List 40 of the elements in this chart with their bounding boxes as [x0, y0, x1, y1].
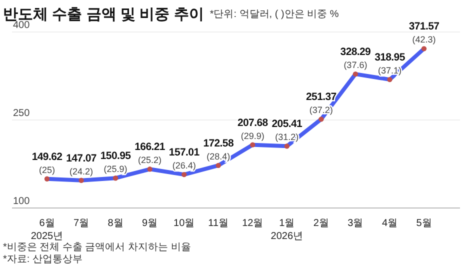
data-label: 172.58 [203, 137, 234, 150]
data-label: 149.62 [32, 150, 63, 163]
data-label: 205.41 [272, 118, 303, 130]
text: *비중은 전체 수출 금액에서 차지하는 비율 [3, 242, 191, 253]
y-tick-label: 400 [13, 20, 30, 31]
data-label: 166.21 [134, 141, 166, 154]
x-tick-label: 4월 [382, 218, 398, 229]
x-tick-label: 3월 [348, 218, 364, 229]
text: *자료: 산업통상부 [3, 254, 82, 264]
x-tick-label: 6월 2025년 [30, 218, 64, 242]
annotation: (25) [38, 164, 56, 175]
y-tick-label: 100 [13, 196, 30, 207]
x-tick-label: 5월 [416, 218, 432, 229]
data-label: 207.68 [237, 116, 268, 129]
x-tick-label: 10월 [174, 218, 195, 229]
x-tick-label: 12월 [242, 218, 264, 229]
data-label: 147.07 [66, 152, 97, 164]
data-label: 157.01 [168, 146, 200, 159]
data-label: 251.37 [306, 91, 337, 104]
chart-title: 반도체 수출 금액 및 비중 추이 [3, 6, 204, 23]
data-label: 371.57 [408, 20, 440, 33]
annotation: (42.3) [412, 34, 436, 45]
x-tick-label: 2월 [313, 218, 329, 229]
annotation: (37.6) [344, 60, 368, 70]
annotation: (26.4) [172, 160, 196, 171]
x-tick-label: 11월 [208, 218, 229, 229]
annotation: (25.9) [104, 164, 128, 174]
annotation: (28.4) [206, 151, 230, 162]
data-label: 328.29 [340, 46, 372, 58]
x-tick-label: 8월 [108, 218, 124, 229]
annotation: (24.2) [70, 166, 94, 176]
annotation: (29.9) [240, 130, 264, 141]
data-label: 150.95 [100, 150, 132, 162]
x-tick-label: 1월 2026년 [270, 218, 304, 242]
x-tick-label: 7월 [73, 218, 90, 229]
annotation: (25.2) [138, 155, 162, 166]
x-tick-label: 9월 [142, 218, 158, 229]
chart-subtitle: *단위: 억달러, ( )안은 비중 % [210, 9, 339, 20]
data-label: 318.95 [374, 52, 406, 64]
y-tick-label: 250 [13, 108, 30, 119]
